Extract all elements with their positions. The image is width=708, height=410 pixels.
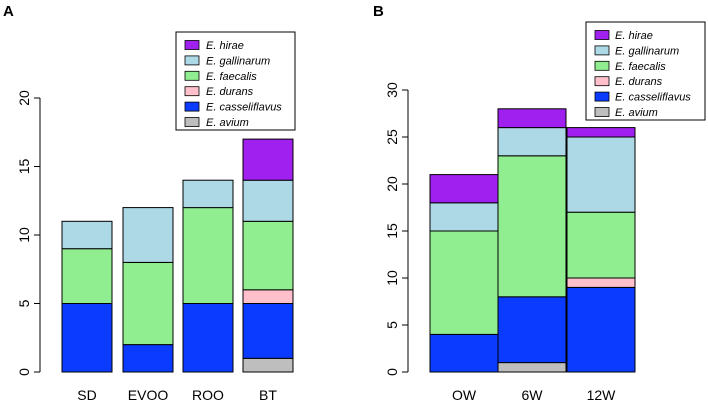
- legend-swatch-b-avium: [594, 107, 610, 117]
- bar-segment-b-12w-hirae: [566, 127, 636, 138]
- bar-segment-b-ow-faecalis: [429, 230, 499, 335]
- legend-label-a-avium: E. avium: [206, 117, 249, 129]
- legend-label-a-hirae: E. hirae: [206, 40, 244, 52]
- category-label-a-roo: ROO: [192, 387, 224, 403]
- legend-swatch-b-faecalis: [594, 60, 610, 71]
- legend-label-b-avium: E. avium: [615, 107, 658, 119]
- y-tick-label-a-15: 15: [16, 159, 32, 175]
- category-label-a-evoo: EVOO: [128, 387, 169, 403]
- bar-segment-b-6w-faecalis: [497, 155, 567, 298]
- legend-label-b-casseliflavus: E. casseliflavus: [615, 92, 691, 104]
- bar-segment-b-ow-hirae: [429, 174, 499, 204]
- chart-panel-b: 0 5 10 15 20 25 30 OW 6W 12W E. hirae E. gallinarum…: [384, 21, 706, 403]
- y-tick-label-a-20: 20: [16, 90, 32, 106]
- y-tick-label-a-5: 5: [16, 299, 32, 307]
- legend-label-a-faecalis: E. faecalis: [206, 71, 257, 83]
- y-tick-label-b-10: 10: [384, 270, 400, 286]
- y-tick-label-b-5: 5: [384, 321, 400, 329]
- chart-panel-a: 0 5 10 15 20 SD EVOO ROO BT E. hirae E. gallinarum…: [16, 31, 296, 403]
- y-tick-label-b-20: 20: [384, 176, 400, 192]
- legend-swatch-a-hirae: [184, 40, 200, 50]
- bar-segment-a-bt-avium: [242, 357, 294, 373]
- y-tick-label-a-10: 10: [16, 227, 32, 243]
- bar-segment-a-bt-casseliflavus: [242, 303, 294, 359]
- bar-segment-a-roo-gallinarum: [182, 179, 234, 209]
- bar-segment-b-6w-casseliflavus: [497, 296, 567, 364]
- bar-segment-b-6w-gallinarum: [497, 127, 567, 157]
- y-tick-label-b-25: 25: [384, 129, 400, 145]
- legend-label-b-hirae: E. hirae: [615, 30, 653, 42]
- bar-segment-b-6w-hirae: [497, 108, 567, 129]
- category-label-b-12w: 12W: [587, 387, 617, 403]
- y-tick-label-b-15: 15: [384, 223, 400, 239]
- y-tick-label-b-30: 30: [384, 82, 400, 98]
- legend-swatch-a-casseliflavus: [184, 101, 200, 112]
- panel-label-a: A: [3, 3, 14, 20]
- y-tick-label-b-0: 0: [384, 368, 400, 376]
- bar-segment-a-evoo-casseliflavus: [122, 344, 174, 373]
- legend-swatch-a-avium: [184, 117, 200, 127]
- bar-segment-b-ow-casseliflavus: [429, 333, 499, 373]
- bar-segment-a-bt-durans: [242, 289, 294, 304]
- bar-segment-a-bt-faecalis: [242, 220, 294, 291]
- panel-label-b: B: [373, 3, 384, 20]
- bar-segment-a-sd-casseliflavus: [61, 303, 113, 373]
- legend-label-b-durans: E. durans: [615, 76, 663, 88]
- legend-swatch-b-hirae: [594, 30, 610, 40]
- bar-segment-a-evoo-gallinarum: [122, 207, 174, 263]
- legend-box-b: [585, 21, 706, 121]
- y-tick-label-a-0: 0: [16, 368, 32, 376]
- legend-swatch-b-durans: [594, 76, 610, 87]
- legend-label-b-gallinarum: E. gallinarum: [615, 45, 679, 57]
- legend-label-b-faecalis: E. faecalis: [615, 61, 666, 73]
- legend-swatch-b-casseliflavus: [594, 91, 610, 102]
- bar-segment-a-roo-casseliflavus: [182, 303, 234, 373]
- legend-swatch-a-faecalis: [184, 70, 200, 81]
- bar-segment-a-evoo-faecalis: [122, 261, 174, 346]
- bar-segment-b-12w-faecalis: [566, 211, 636, 279]
- bar-segment-b-6w-avium: [497, 362, 567, 373]
- category-label-a-sd: SD: [77, 387, 96, 403]
- bar-segment-a-bt-hirae: [242, 138, 294, 181]
- legend-label-a-gallinarum: E. gallinarum: [206, 55, 270, 67]
- legend-swatch-a-gallinarum: [184, 55, 200, 66]
- bar-segment-a-roo-faecalis: [182, 207, 234, 305]
- bar-segment-a-sd-faecalis: [61, 248, 113, 304]
- legend-label-a-casseliflavus: E. casseliflavus: [206, 102, 282, 114]
- bar-segment-a-bt-gallinarum: [242, 179, 294, 222]
- legend-swatch-a-durans: [184, 86, 200, 97]
- category-label-a-bt: BT: [259, 387, 277, 403]
- bar-segment-a-sd-gallinarum: [61, 220, 113, 250]
- legend-label-a-durans: E. durans: [206, 86, 254, 98]
- bar-segment-b-12w-gallinarum: [566, 136, 636, 213]
- bar-segment-b-12w-durans: [566, 277, 636, 288]
- bar-segment-b-ow-gallinarum: [429, 202, 499, 232]
- category-label-b-6w: 6W: [522, 387, 544, 403]
- category-label-b-ow: OW: [452, 387, 477, 403]
- bar-segment-b-12w-casseliflavus: [566, 286, 636, 373]
- legend-swatch-b-gallinarum: [594, 45, 610, 56]
